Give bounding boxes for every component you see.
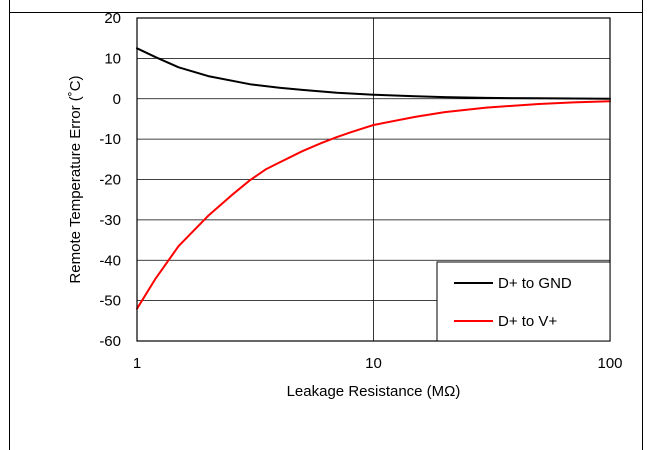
frame-border-right [642, 0, 643, 450]
y-tick-label: -50 [99, 293, 121, 310]
y-axis-title: Remote Temperature Error (˚C) [67, 75, 84, 283]
legend-label-d-plus-to-gnd: D+ to GND [498, 275, 572, 292]
frame-border-left [9, 0, 10, 450]
series-line-d-plus-to-v-plus [136, 100, 611, 310]
y-tick-label: 0 [113, 91, 121, 108]
legend-label-d-plus-to-v-plus: D+ to V+ [498, 313, 557, 330]
y-tick-labels: 20 10 0 -10 -20 -30 -40 -50 -60 [99, 10, 121, 350]
series-line-d-plus-to-gnd [136, 47, 611, 100]
y-tick-label: -20 [99, 172, 121, 189]
y-tick-label: 10 [104, 50, 121, 67]
x-tick-labels: 1 10 100 [133, 355, 623, 372]
y-tick-label: -30 [99, 212, 121, 229]
y-tick-label: 20 [104, 10, 121, 27]
x-tick-label: 100 [597, 355, 622, 372]
y-tick-label: -60 [99, 333, 121, 350]
legend-box [436, 261, 611, 342]
plot-area-border [136, 17, 611, 342]
y-tick-label: -40 [99, 252, 121, 269]
x-tick-label: 1 [133, 355, 141, 372]
x-axis-title: Leakage Resistance (MΩ) [287, 383, 461, 400]
legend: D+ to GND D+ to V+ [436, 261, 611, 342]
series-layer [136, 47, 611, 310]
y-tick-label: -10 [99, 131, 121, 148]
frame-border-top [9, 12, 643, 13]
x-tick-label: 10 [365, 355, 382, 372]
